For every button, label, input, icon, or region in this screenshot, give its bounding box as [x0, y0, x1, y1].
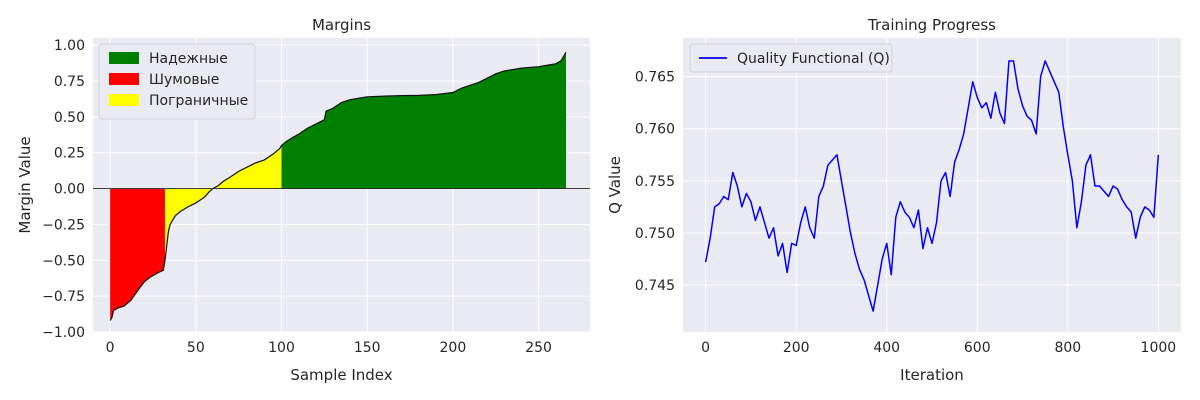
y-tick-label: −1.00: [42, 325, 85, 341]
margins-legend: Надежные Шумовые Пограничные: [98, 43, 256, 120]
training-chart: 0 200 400 600 800 1000 0.745 0.750 0.755 0.760 0.7…: [606, 16, 1181, 384]
legend-label: Шумовые: [149, 72, 219, 88]
legend-label: Quality Functional (Q): [737, 51, 890, 67]
training-xlabel: Iteration: [900, 366, 964, 384]
x-tick-label: 100: [268, 340, 295, 356]
legend-swatch: [109, 52, 139, 64]
x-tick-label: 250: [525, 340, 552, 356]
x-tick-label: 0: [106, 340, 115, 356]
series-line-quality: [704, 60, 1160, 312]
y-tick-label: 0.760: [635, 122, 675, 138]
area-segment: [281, 52, 567, 189]
x-tick-label: 800: [1054, 340, 1081, 356]
x-tick-label: 0: [701, 340, 710, 356]
x-tick-label: 50: [187, 340, 205, 356]
legend-frame: [689, 43, 893, 73]
margins-curve: [109, 52, 567, 321]
y-tick-label: −0.50: [42, 253, 85, 269]
x-tick-label: 1000: [1141, 340, 1177, 356]
margins-title: Margins: [312, 16, 371, 34]
training-legend: Quality Functional (Q): [689, 43, 893, 73]
y-tick-label: 0.765: [635, 70, 675, 86]
y-tick-label: 0.00: [54, 182, 85, 198]
training-tick-labels: 0 200 400 600 800 1000 0.745 0.750 0.755 0.760 0.7…: [635, 70, 1176, 356]
legend-swatch: [109, 94, 139, 106]
area-segment: [164, 145, 282, 261]
y-tick-label: 0.75: [54, 74, 85, 90]
legend-label: Надежные: [149, 51, 228, 67]
margins-ylabel: Margin Value: [16, 136, 34, 233]
margins-chart: 0 50 100 150 200 250 −1.00 −0.75 −0.50 −0.25 0.00 0…: [16, 16, 590, 384]
x-tick-label: 200: [440, 340, 467, 356]
x-tick-label: 200: [783, 340, 810, 356]
x-tick-label: 400: [873, 340, 900, 356]
training-gridlines: [683, 38, 1181, 332]
y-tick-label: 0.745: [635, 278, 675, 294]
x-tick-label: 600: [964, 340, 991, 356]
training-plot-area: [683, 38, 1181, 332]
legend-swatch: [109, 73, 139, 85]
training-ylabel: Q Value: [606, 156, 624, 214]
area-segment: [110, 188, 165, 321]
y-tick-label: 0.750: [635, 226, 675, 242]
y-tick-label: −0.75: [42, 289, 85, 305]
y-tick-label: −0.25: [42, 217, 85, 233]
y-tick-label: 0.755: [635, 174, 675, 190]
legend-label: Пограничные: [149, 93, 248, 109]
x-tick-label: 150: [354, 340, 381, 356]
y-tick-label: 0.25: [54, 146, 85, 162]
margins-xlabel: Sample Index: [290, 366, 392, 384]
y-tick-label: 1.00: [54, 38, 85, 54]
training-title: Training Progress: [867, 16, 996, 34]
margins-areas: [110, 52, 567, 321]
margins-tick-labels: 0 50 100 150 200 250 −1.00 −0.75 −0.50 −0.25 0.00 0…: [42, 38, 552, 356]
y-tick-label: 0.50: [54, 110, 85, 126]
